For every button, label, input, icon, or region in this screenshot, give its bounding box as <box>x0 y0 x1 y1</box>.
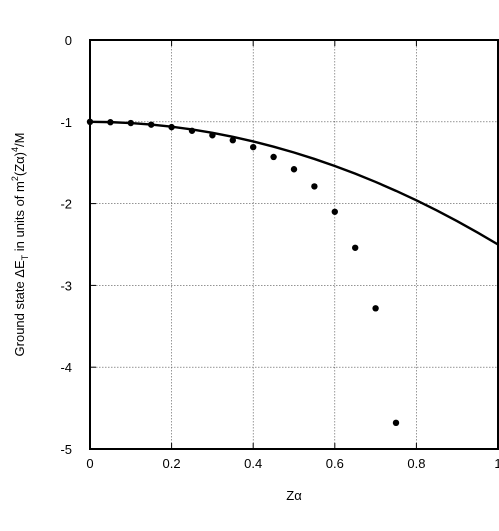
x-tick-label: 0.2 <box>163 456 181 471</box>
y-tick-label: 0 <box>65 33 72 48</box>
data-point <box>270 153 277 161</box>
x-tick-label: 0.6 <box>326 456 344 471</box>
series-line <box>89 120 499 246</box>
y-title-sup1: 2 <box>10 176 20 181</box>
data-point <box>127 119 134 127</box>
y-title-sub: T <box>20 254 30 260</box>
x-tick-label: 0.8 <box>407 456 425 471</box>
y-tick-label: -1 <box>60 115 72 130</box>
y-axis-ticks: 0 -1 -2 -3 -4 -5 <box>60 33 96 457</box>
y-tick-label: -3 <box>60 278 72 293</box>
gridlines <box>90 40 498 449</box>
x-axis-title: Zα <box>286 488 302 503</box>
x-tick-label: 0 <box>86 456 93 471</box>
data-point <box>148 121 155 128</box>
y-title-middle2: (Zα) <box>12 152 27 176</box>
data-point <box>331 208 338 215</box>
x-tick-label: 0.4 <box>244 456 262 471</box>
data-point <box>290 166 298 173</box>
data-point <box>168 123 175 131</box>
x-axis-ticks: 0 0.2 0.4 0.6 0.8 1 <box>86 40 499 471</box>
y-title-prefix: Ground state ΔE <box>12 260 27 356</box>
data-point <box>229 137 236 144</box>
y-tick-label: -5 <box>60 442 72 457</box>
y-title-suffix: /M <box>12 133 27 147</box>
y-axis-title: Ground state ΔET in units of m2(Zα)4/M <box>10 133 30 357</box>
y-title-sup2: 4 <box>10 147 20 152</box>
data-point <box>352 244 359 251</box>
y-tick-label: -4 <box>60 360 72 375</box>
y-tick-label: -2 <box>60 197 72 212</box>
data-point <box>392 419 400 427</box>
fit-curve <box>89 120 499 246</box>
data-points <box>86 118 400 427</box>
data-point <box>209 132 216 139</box>
y-title-middle: in units of m <box>12 181 27 255</box>
x-tick-label: 1 <box>494 456 499 471</box>
data-point <box>250 143 257 151</box>
data-point <box>188 127 196 134</box>
plot-frame <box>89 39 499 450</box>
data-point <box>372 305 379 312</box>
data-point <box>311 183 318 190</box>
data-point <box>107 119 114 126</box>
